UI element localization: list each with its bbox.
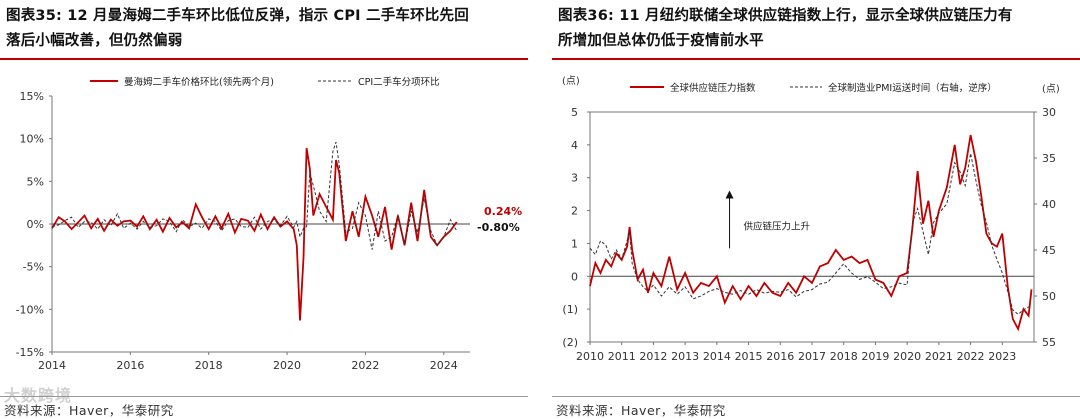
y-tick-label: -10% xyxy=(16,303,44,316)
y-right-unit: (点) xyxy=(1042,83,1060,95)
x-tick-label: 2016 xyxy=(116,359,144,372)
chart-source-left: 资料来源：Haver，华泰研究 xyxy=(4,403,174,418)
source-rule xyxy=(552,396,1080,397)
y-tick-label: 0% xyxy=(27,218,44,231)
x-tick-label: 2022 xyxy=(351,359,379,372)
x-tick-label: 2016 xyxy=(766,350,794,363)
series-line-gscpi xyxy=(589,134,1033,332)
annotation-arrow-head xyxy=(725,190,734,199)
chart-panel-left: 图表35: 12 月曼海姆二手车环比低位反弹，指示 CPI 二手车环比先回 落后… xyxy=(0,0,535,419)
title-line-1: 图表36: 11 月纽约联储全球供应链指数上行，显示全球供应链压力有 xyxy=(558,8,1013,24)
x-tick-label: 2018 xyxy=(830,350,858,363)
y-left-tick-label: 3 xyxy=(571,172,578,185)
y-right-tick-label: 45 xyxy=(1042,244,1056,257)
data-label-manheim-latest: 0.24% xyxy=(484,205,522,218)
title-rule xyxy=(0,58,528,60)
y-left-tick-label: 0 xyxy=(571,270,578,283)
title-line-2: 落后小幅改善，但仍然偏弱 xyxy=(6,33,183,49)
chart-right-svg: 5 4 3 2 1 0 (1) (2) 30 35 40 45 50 55 2010 2011 2012 2013… xyxy=(562,75,1060,363)
y-left-tick-label: 2 xyxy=(571,205,578,218)
y-tick-label: 5% xyxy=(27,175,44,188)
series-line-pmi-delivery xyxy=(589,153,1032,316)
x-tick-label: 2020 xyxy=(273,359,301,372)
legend-label-manheim: 曼海姆二手车价格环比(领先两个月) xyxy=(124,76,274,88)
x-tick-label: 2014 xyxy=(38,359,66,372)
x-tick-label: 2018 xyxy=(195,359,223,372)
y-right-tick-label: 35 xyxy=(1042,152,1056,165)
y-right-tick-label: 55 xyxy=(1042,336,1056,349)
x-tick-label: 2020 xyxy=(893,350,921,363)
y-left-tick-label: 4 xyxy=(571,139,578,152)
x-tick-label: 2010 xyxy=(576,350,604,363)
y-left-tick-label: 5 xyxy=(571,106,578,119)
series-line-manheim xyxy=(51,147,458,321)
title-line-2: 所增加但总体仍低于疫情前水平 xyxy=(558,33,764,49)
chart-title-left: 图表35: 12 月曼海姆二手车环比低位反弹，指示 CPI 二手车环比先回 落后… xyxy=(6,4,526,54)
y-tick-label: 10% xyxy=(20,133,44,146)
y-left-unit: (点) xyxy=(562,75,580,87)
source-rule xyxy=(0,396,528,397)
y-tick-label: -5% xyxy=(23,261,44,274)
data-label-cpi-latest: -0.80% xyxy=(477,221,520,234)
legend-label-gscpi: 全球供应链压力指数 xyxy=(670,82,756,94)
x-tick-label: 2015 xyxy=(735,350,763,363)
y-left-tick-label: (2) xyxy=(562,336,578,349)
y-left-tick-label: (1) xyxy=(562,303,578,316)
legend-label-pmi: 全球制造业PMI运送时间（右轴，逆序） xyxy=(828,82,997,94)
chart-source-right: 资料来源：Haver，华泰研究 xyxy=(556,403,726,418)
y-tick-label: 15% xyxy=(20,90,44,103)
chart-panel-right: 图表36: 11 月纽约联储全球供应链指数上行，显示全球供应链压力有 所增加但总… xyxy=(552,0,1080,419)
watermark: 大数跨境 xyxy=(4,386,73,405)
x-tick-label: 2011 xyxy=(608,350,636,363)
x-tick-label: 2017 xyxy=(798,350,826,363)
x-tick-label: 2014 xyxy=(703,350,731,363)
chart-left-svg: 15% 10% 5% 0% -5% -10% -15%2014 2016 2018 2020 202… xyxy=(16,76,523,372)
y-right-tick-label: 30 xyxy=(1042,106,1056,119)
x-tick-label: 2022 xyxy=(957,350,985,363)
title-line-1: 图表35: 12 月曼海姆二手车环比低位反弹，指示 CPI 二手车环比先回 xyxy=(6,8,469,24)
x-tick-label: 2019 xyxy=(861,350,889,363)
legend-label-cpi: CPI二手车分项环比 xyxy=(358,76,440,88)
annotation-label: 供应链压力上升 xyxy=(744,220,811,232)
series-line-cpi-used-cars xyxy=(51,141,458,250)
title-rule xyxy=(552,58,1080,60)
y-tick-label: -15% xyxy=(16,346,44,359)
y-right-tick-label: 40 xyxy=(1042,198,1056,211)
x-tick-label: 2012 xyxy=(639,350,667,363)
y-left-tick-label: 1 xyxy=(571,237,578,250)
x-tick-label: 2024 xyxy=(430,359,458,372)
x-tick-label: 2023 xyxy=(988,350,1016,363)
chart-title-right: 图表36: 11 月纽约联储全球供应链指数上行，显示全球供应链压力有 所增加但总… xyxy=(558,4,1078,54)
x-tick-label: 2021 xyxy=(925,350,953,363)
plot-frame xyxy=(589,111,1035,343)
x-tick-label: 2013 xyxy=(671,350,699,363)
y-right-tick-label: 50 xyxy=(1042,290,1056,303)
